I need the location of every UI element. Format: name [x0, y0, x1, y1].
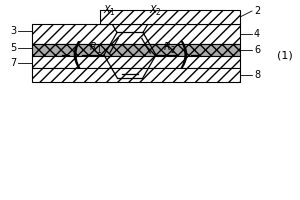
Text: X: X [150, 5, 156, 15]
Text: 2: 2 [156, 8, 161, 17]
Text: ): ) [178, 40, 190, 70]
Bar [32, 56, 240, 68]
Text: (: ( [70, 40, 82, 70]
Bar [100, 10, 240, 24]
Text: 2: 2 [171, 46, 176, 55]
Text: 7: 7 [10, 58, 16, 68]
Text: 1: 1 [110, 8, 114, 17]
Text: R: R [164, 42, 170, 52]
Text: X: X [104, 5, 110, 15]
Bar [32, 44, 240, 56]
Bar [32, 68, 240, 82]
Text: R: R [90, 42, 96, 52]
Text: (1): (1) [277, 50, 293, 60]
Bar [32, 24, 240, 44]
Text: 8: 8 [254, 70, 260, 80]
Text: 6: 6 [254, 45, 260, 55]
Text: 4: 4 [254, 29, 260, 39]
Text: 3: 3 [10, 26, 16, 36]
Text: 2: 2 [254, 6, 260, 16]
Text: 5: 5 [10, 43, 16, 53]
Text: 1: 1 [97, 46, 101, 55]
